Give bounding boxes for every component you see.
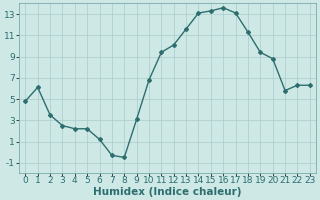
X-axis label: Humidex (Indice chaleur): Humidex (Indice chaleur) xyxy=(93,187,242,197)
